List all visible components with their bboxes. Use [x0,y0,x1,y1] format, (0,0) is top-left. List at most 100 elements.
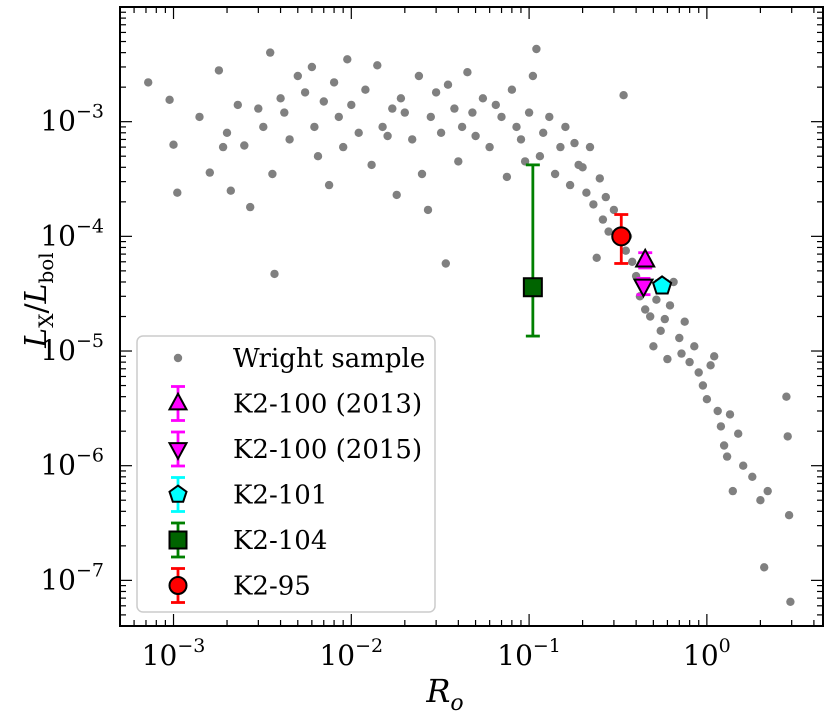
wright-sample-point [561,122,570,132]
wright-sample-point [782,392,791,401]
wright-sample-point [756,496,765,505]
wright-sample-point [266,48,275,57]
wright-sample-point [233,100,242,110]
wright-sample-point [218,142,228,152]
wright-sample-point [463,68,472,77]
wright-sample-point [300,88,310,97]
k2-95-marker [611,226,632,247]
wright-sample-point [354,128,363,137]
wright-sample-point [710,352,719,361]
wright-sample-point [400,108,409,117]
wright-sample-point [535,152,545,161]
wright-sample-point [373,61,382,70]
legend-item-k2-104: K2-104 [168,521,327,559]
legend-item-wright-sample: Wright sample [173,344,425,374]
legend-label: K2-100 (2015) [233,435,422,465]
legend-marker-k2-104 [168,530,188,550]
series-k2-104 [522,163,543,338]
wright-sample-point [268,169,277,179]
series-k2-95 [611,213,632,265]
legend-label: K2-101 [233,481,327,511]
wright-sample-point [319,97,328,106]
wright-sample-point [601,192,610,202]
wright-sample-point [347,100,356,110]
wright-sample-point [329,78,339,87]
wright-sample-point [595,174,604,183]
wright-sample-point [722,452,732,461]
wright-sample-point [786,597,795,606]
wright-sample-point [702,395,712,404]
legend-marker-k2-100-2013 [167,391,189,411]
legend-label: K2-104 [233,526,327,556]
k2-101-marker [651,275,673,295]
wright-sample-point [383,131,392,141]
wright-sample-point [339,142,348,152]
legend-item-k2-100-2013: K2-100 (2013) [167,385,422,422]
wright-sample-point [783,432,792,441]
wright-sample-point [585,142,595,152]
wright-sample-point [367,160,376,170]
y-tick-label: 10−5 [40,330,104,367]
x-tick-label: 100 [683,635,731,672]
wright-sample-point [698,381,708,390]
wright-sample-point [694,368,703,377]
wright-sample-point [254,104,263,113]
y-tick-label: 10−6 [40,445,104,482]
wright-sample-point [663,354,672,364]
k2-104-marker [522,277,543,298]
wright-sample-point [619,91,628,100]
wright-sample-points [144,44,795,606]
wright-sample-point [313,152,323,161]
wright-sample-point [685,357,694,367]
wright-sample-point [502,172,512,182]
wright-sample-point [578,163,587,172]
wright-sample-point [512,122,521,132]
legend: Wright sample K2-100 (2013) K2-100 (2015) K… [136,335,436,613]
wright-sample-point [214,66,224,75]
legend-box [136,335,436,613]
wright-sample-point [652,295,661,304]
wright-sample-point [565,180,575,190]
series-k2-101 [651,275,673,295]
y-axis-label: LX/Lbol [19,252,58,348]
wright-sample-point [478,94,488,103]
target-series [522,163,673,338]
wright-sample-point [436,128,446,137]
wright-sample-point [582,188,591,197]
x-axis-label: Ro [425,672,463,713]
wright-sample-point [539,128,548,137]
wright-sample-point [343,55,352,64]
wright-sample-point [570,138,579,148]
wright-sample-point [259,122,268,132]
series-k2-100-2013 [634,247,656,270]
wright-sample-point [324,180,334,190]
wright-sample-point [719,441,729,450]
wright-sample-point [423,205,433,215]
wright-sample-point [468,108,477,117]
wright-sample-point [205,168,214,177]
wright-sample-point [417,169,427,179]
legend-item-k2-101: K2-101 [168,476,327,513]
wright-sample-point [485,142,494,152]
wright-sample-point [392,190,401,200]
wright-sample-point [556,142,565,152]
k2-100-2013-marker [634,247,656,268]
x-tick-label: 10−3 [142,635,206,672]
y-axis: 10−7 10−6 10−5 10−4 10−3 [40,6,823,627]
wright-sample-point [641,305,650,314]
wright-sample-point [665,301,675,310]
legend-label: K2-100 (2013) [233,390,422,420]
wright-sample-point [431,88,441,97]
wright-sample-point [589,200,598,209]
wright-sample-point [310,122,319,132]
wright-sample-point [550,169,560,179]
legend-item-k2-100-2015: K2-100 (2015) [167,430,422,468]
wright-sample-point [144,78,153,87]
wright-sample-point [507,85,517,94]
wright-sample-point [609,205,619,215]
wright-sample-point [677,349,686,358]
wright-sample-point [621,246,630,255]
wright-sample-point [240,141,249,150]
wright-sample-point [598,215,608,224]
wright-sample-point [414,71,424,81]
